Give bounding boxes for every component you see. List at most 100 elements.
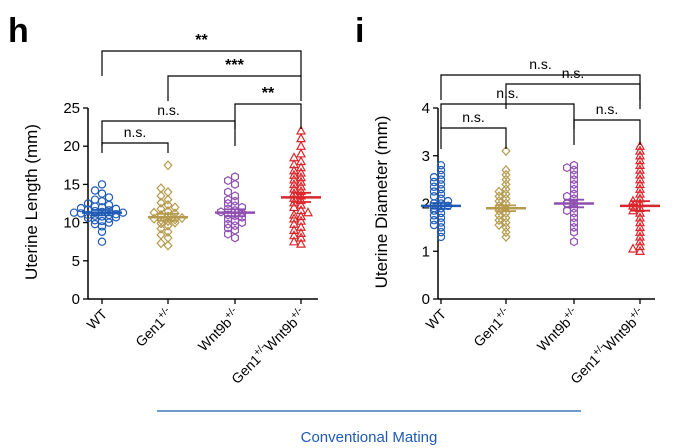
data-point-double <box>634 240 646 251</box>
significance-bracket <box>505 83 641 109</box>
data-point-gen1 <box>156 190 166 201</box>
data-point-double <box>627 243 639 253</box>
data-point-double <box>295 148 307 158</box>
data-point-double <box>288 169 300 179</box>
data-point-wt <box>90 219 100 229</box>
data-point-double <box>634 178 646 189</box>
data-point-double <box>295 125 307 135</box>
data-point-double <box>295 171 307 182</box>
significance-bracket <box>101 120 236 146</box>
significance-bracket <box>573 119 641 145</box>
data-point-wnt9b <box>570 184 578 194</box>
data-point-wnt9b <box>570 203 578 213</box>
data-point-wnt9b <box>231 172 239 182</box>
data-point-gen1 <box>494 186 504 197</box>
y-tick-label: 5 <box>72 253 80 270</box>
data-point-gen1 <box>501 227 511 238</box>
data-point-double <box>288 201 300 212</box>
significance-bracket <box>440 74 641 100</box>
data-point-gen1 <box>156 229 166 240</box>
panel-h: h Uterine Length (mm) 0 5 10 15 20 25 WT Gen1+/… <box>8 12 321 387</box>
data-point-double <box>288 174 300 184</box>
x-tick-label: WT <box>422 305 449 332</box>
data-point-double <box>295 132 307 143</box>
x-tick-label: Gen1+/- <box>131 305 176 350</box>
data-point-wnt9b <box>563 163 571 173</box>
y-tick-label: 25 <box>63 100 80 117</box>
data-point-gen1 <box>156 238 166 249</box>
data-point-gen1 <box>163 220 173 231</box>
data-point-wnt9b <box>570 179 578 189</box>
data-point-double <box>295 162 307 172</box>
data-point-gen1 <box>501 193 511 204</box>
data-point-double <box>288 230 300 240</box>
data-point-double <box>634 217 646 227</box>
significance-label: n.s. <box>157 102 180 118</box>
data-point-gen1 <box>163 194 173 205</box>
significance-label: n.s. <box>596 101 619 117</box>
data-point-gen1 <box>163 232 173 243</box>
x-tick-label: Wnt9b+/- <box>194 305 243 354</box>
data-point-double <box>295 238 307 248</box>
y-tick-label: 0 <box>422 291 430 308</box>
data-point-gen1 <box>501 203 511 214</box>
data-point-double <box>302 207 314 217</box>
data-point-double <box>295 210 307 221</box>
data-point-double <box>634 159 646 169</box>
data-point-double <box>288 158 300 169</box>
significance-label: n.s. <box>496 85 519 101</box>
data-point-gen1 <box>156 203 166 214</box>
data-point-wt <box>83 199 93 208</box>
data-point-wt <box>111 204 121 214</box>
data-point-gen1 <box>501 179 511 190</box>
data-point-gen1 <box>163 160 173 171</box>
significance-label: n.s. <box>124 124 147 140</box>
data-point-wt <box>97 189 107 198</box>
data-point-gen1 <box>156 197 166 208</box>
data-point-gen1 <box>149 207 159 218</box>
data-point-double <box>295 176 307 186</box>
data-point-gen1 <box>149 213 159 224</box>
significance-bracket <box>234 103 302 129</box>
data-point-gen1 <box>501 212 511 223</box>
data-point-wnt9b <box>224 175 232 186</box>
data-point-double <box>295 227 307 237</box>
data-point-gen1 <box>163 240 173 251</box>
panel-letter-h: h <box>8 12 29 50</box>
data-point-wt <box>69 208 79 217</box>
data-point-double <box>634 221 646 232</box>
data-point-double <box>634 169 646 179</box>
data-point-wnt9b <box>231 233 239 243</box>
x-tick-label: Gen1+/-Wnt9b+/- <box>566 305 648 387</box>
data-point-gen1 <box>501 231 511 243</box>
y-tick-label: 2 <box>422 196 430 213</box>
significance-label: n.s. <box>529 56 552 72</box>
data-point-double <box>288 236 300 246</box>
data-point-double <box>288 165 300 175</box>
data-point-double <box>634 245 646 255</box>
data-point-wt <box>90 202 100 211</box>
data-point-gen1 <box>501 222 511 233</box>
data-point-double <box>295 194 307 205</box>
data-point-double <box>634 150 646 160</box>
data-point-double <box>634 226 646 236</box>
significance-bracket <box>101 50 302 76</box>
data-point-wt <box>90 195 100 204</box>
data-point-wnt9b <box>224 187 232 197</box>
data-point-wnt9b <box>570 237 578 247</box>
data-point-double <box>634 145 646 155</box>
significance-bracket <box>440 127 507 149</box>
data-point-wt <box>76 203 86 213</box>
data-point-wt <box>97 180 107 189</box>
data-point-gen1 <box>501 145 511 157</box>
data-point-gen1 <box>163 199 173 211</box>
data-point-wnt9b <box>570 189 578 199</box>
x-tick-label: Gen1+/- <box>469 305 514 350</box>
significance-bracket <box>440 103 575 129</box>
data-point-double <box>295 221 307 231</box>
data-point-gen1 <box>501 188 511 200</box>
